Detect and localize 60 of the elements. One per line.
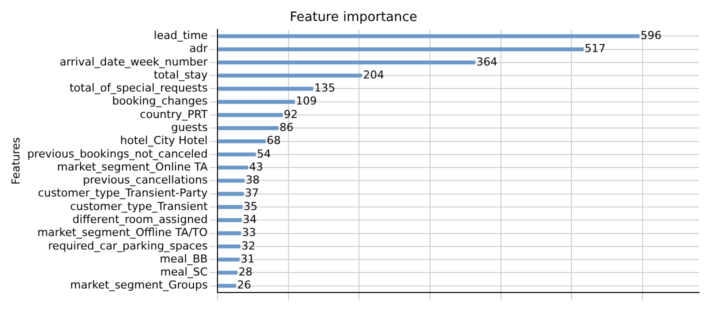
y-tick-label: hotel_City Hotel xyxy=(120,134,208,148)
data-label: 596 xyxy=(640,29,662,42)
y-tick-label: meal_SC xyxy=(160,266,208,279)
data-label: 517 xyxy=(584,42,606,56)
bar xyxy=(218,205,242,209)
data-label: 43 xyxy=(249,160,264,174)
data-label: 33 xyxy=(242,226,256,240)
data-label: 135 xyxy=(314,82,336,95)
data-label: 37 xyxy=(244,186,259,200)
bar xyxy=(218,47,584,52)
bar xyxy=(218,34,640,38)
y-tick-label: previous_bookings_not_canceled xyxy=(27,147,208,160)
y-tick-label: booking_changes xyxy=(112,94,208,108)
y-tick-label: market_segment_Offline TA/TO xyxy=(37,226,208,240)
data-label: 31 xyxy=(240,252,255,266)
bar xyxy=(218,244,240,248)
data-label: 26 xyxy=(237,278,252,292)
y-tick-label: customer_type_Transient xyxy=(70,200,208,213)
y-tick-label: guests xyxy=(171,121,208,134)
bar xyxy=(218,192,244,196)
y-tick-label: country_PRT xyxy=(140,108,208,121)
bar xyxy=(218,166,248,170)
data-label: 35 xyxy=(243,200,258,213)
y-tick-label: total_stay xyxy=(154,68,208,82)
chart-title: Feature importance xyxy=(290,10,418,26)
bar xyxy=(218,100,295,104)
y-tick-label: meal_BB xyxy=(160,252,208,266)
bar xyxy=(218,270,238,275)
bar xyxy=(218,74,362,78)
y-tick-label: previous_cancellations xyxy=(82,174,208,187)
data-label: 86 xyxy=(280,121,294,134)
data-label: 68 xyxy=(266,134,281,148)
bar xyxy=(218,152,256,156)
data-label: 364 xyxy=(476,55,498,68)
data-label: 109 xyxy=(296,94,317,108)
bar xyxy=(218,258,240,262)
y-tick-label: market_segment_Groups xyxy=(70,278,208,292)
data-label: 204 xyxy=(363,68,384,82)
data-label: 32 xyxy=(241,239,256,252)
y-tick-label: arrival_date_week_number xyxy=(60,55,208,68)
bar xyxy=(218,60,476,64)
data-label: 34 xyxy=(242,212,257,226)
y-tick-label: total_of_special_requests xyxy=(69,82,208,95)
y-axis-title: Features xyxy=(9,137,22,185)
y-tick-label: lead_time xyxy=(154,29,208,42)
y-tick-label: required_car_parking_spaces xyxy=(48,239,208,252)
data-label: 92 xyxy=(284,108,298,121)
bar xyxy=(218,139,266,144)
y-tick-label: adr xyxy=(189,42,208,56)
y-tick-label: different_room_assigned xyxy=(72,212,208,226)
bar xyxy=(218,113,283,117)
bar xyxy=(218,126,279,130)
bar xyxy=(218,178,245,183)
data-label: 38 xyxy=(246,174,260,187)
bar xyxy=(218,284,236,288)
data-label: 28 xyxy=(238,266,252,279)
y-tick-label: market_segment_Online TA xyxy=(57,160,208,174)
data-label: 54 xyxy=(256,147,271,160)
y-tick-label: customer_type_Transient-Party xyxy=(38,186,208,200)
bar xyxy=(218,218,242,222)
